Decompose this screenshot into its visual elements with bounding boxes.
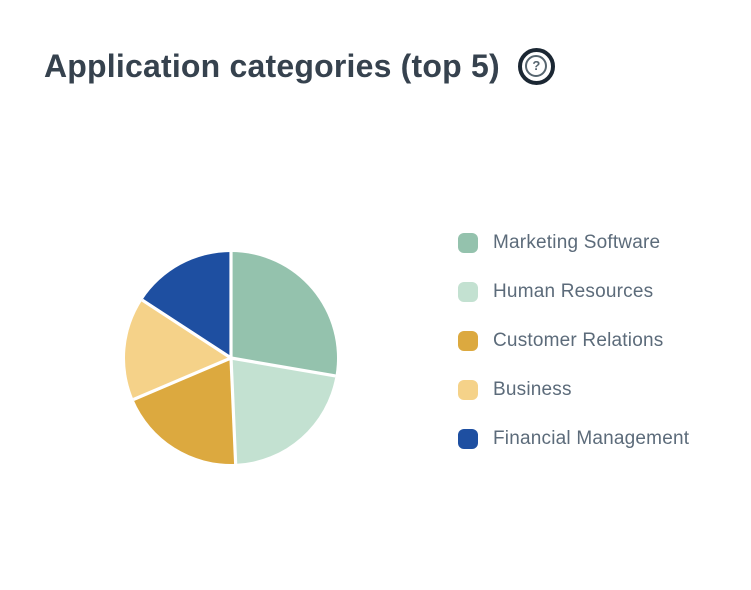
legend-swatch-icon <box>458 233 478 253</box>
pie-slice-customer-relations[interactable] <box>133 358 236 465</box>
legend-label: Customer Relations <box>493 330 664 351</box>
chart-legend: Marketing Software Human Resources Custo… <box>458 232 690 449</box>
pie-slice-business[interactable] <box>125 300 231 400</box>
legend-swatch-icon <box>458 331 478 351</box>
legend-swatch-icon <box>458 429 478 449</box>
help-icon[interactable]: ? <box>517 47 555 85</box>
legend-item-customer-relations[interactable]: Customer Relations <box>458 330 689 351</box>
slice-separator <box>141 298 232 360</box>
page-title: Application categories (top 5) <box>44 48 500 84</box>
question-mark-icon: ? <box>525 55 548 77</box>
pie-slice-marketing-software[interactable] <box>231 252 338 376</box>
legend-label: Human Resources <box>493 281 654 302</box>
slice-separator <box>229 357 238 464</box>
card-header: Application categories (top 5) ? <box>44 46 555 86</box>
legend-swatch-icon <box>458 282 478 302</box>
legend-item-financial-management[interactable]: Financial Management <box>458 428 690 449</box>
legend-item-human-resources[interactable]: Human Resources <box>458 281 689 302</box>
legend-swatch-icon <box>458 380 478 400</box>
slice-separator <box>230 356 336 378</box>
legend-item-business[interactable]: Business <box>458 379 689 400</box>
legend-label: Financial Management <box>493 428 690 449</box>
legend-label: Marketing Software <box>493 232 661 253</box>
pie-chart-container <box>123 250 339 466</box>
slice-separator <box>132 356 232 401</box>
legend-label: Business <box>493 379 572 400</box>
pie-chart <box>125 252 338 465</box>
pie-slice-financial-management[interactable] <box>142 252 231 358</box>
pie-slice-human-resources[interactable] <box>231 358 336 464</box>
legend-item-marketing-software[interactable]: Marketing Software <box>458 232 689 253</box>
